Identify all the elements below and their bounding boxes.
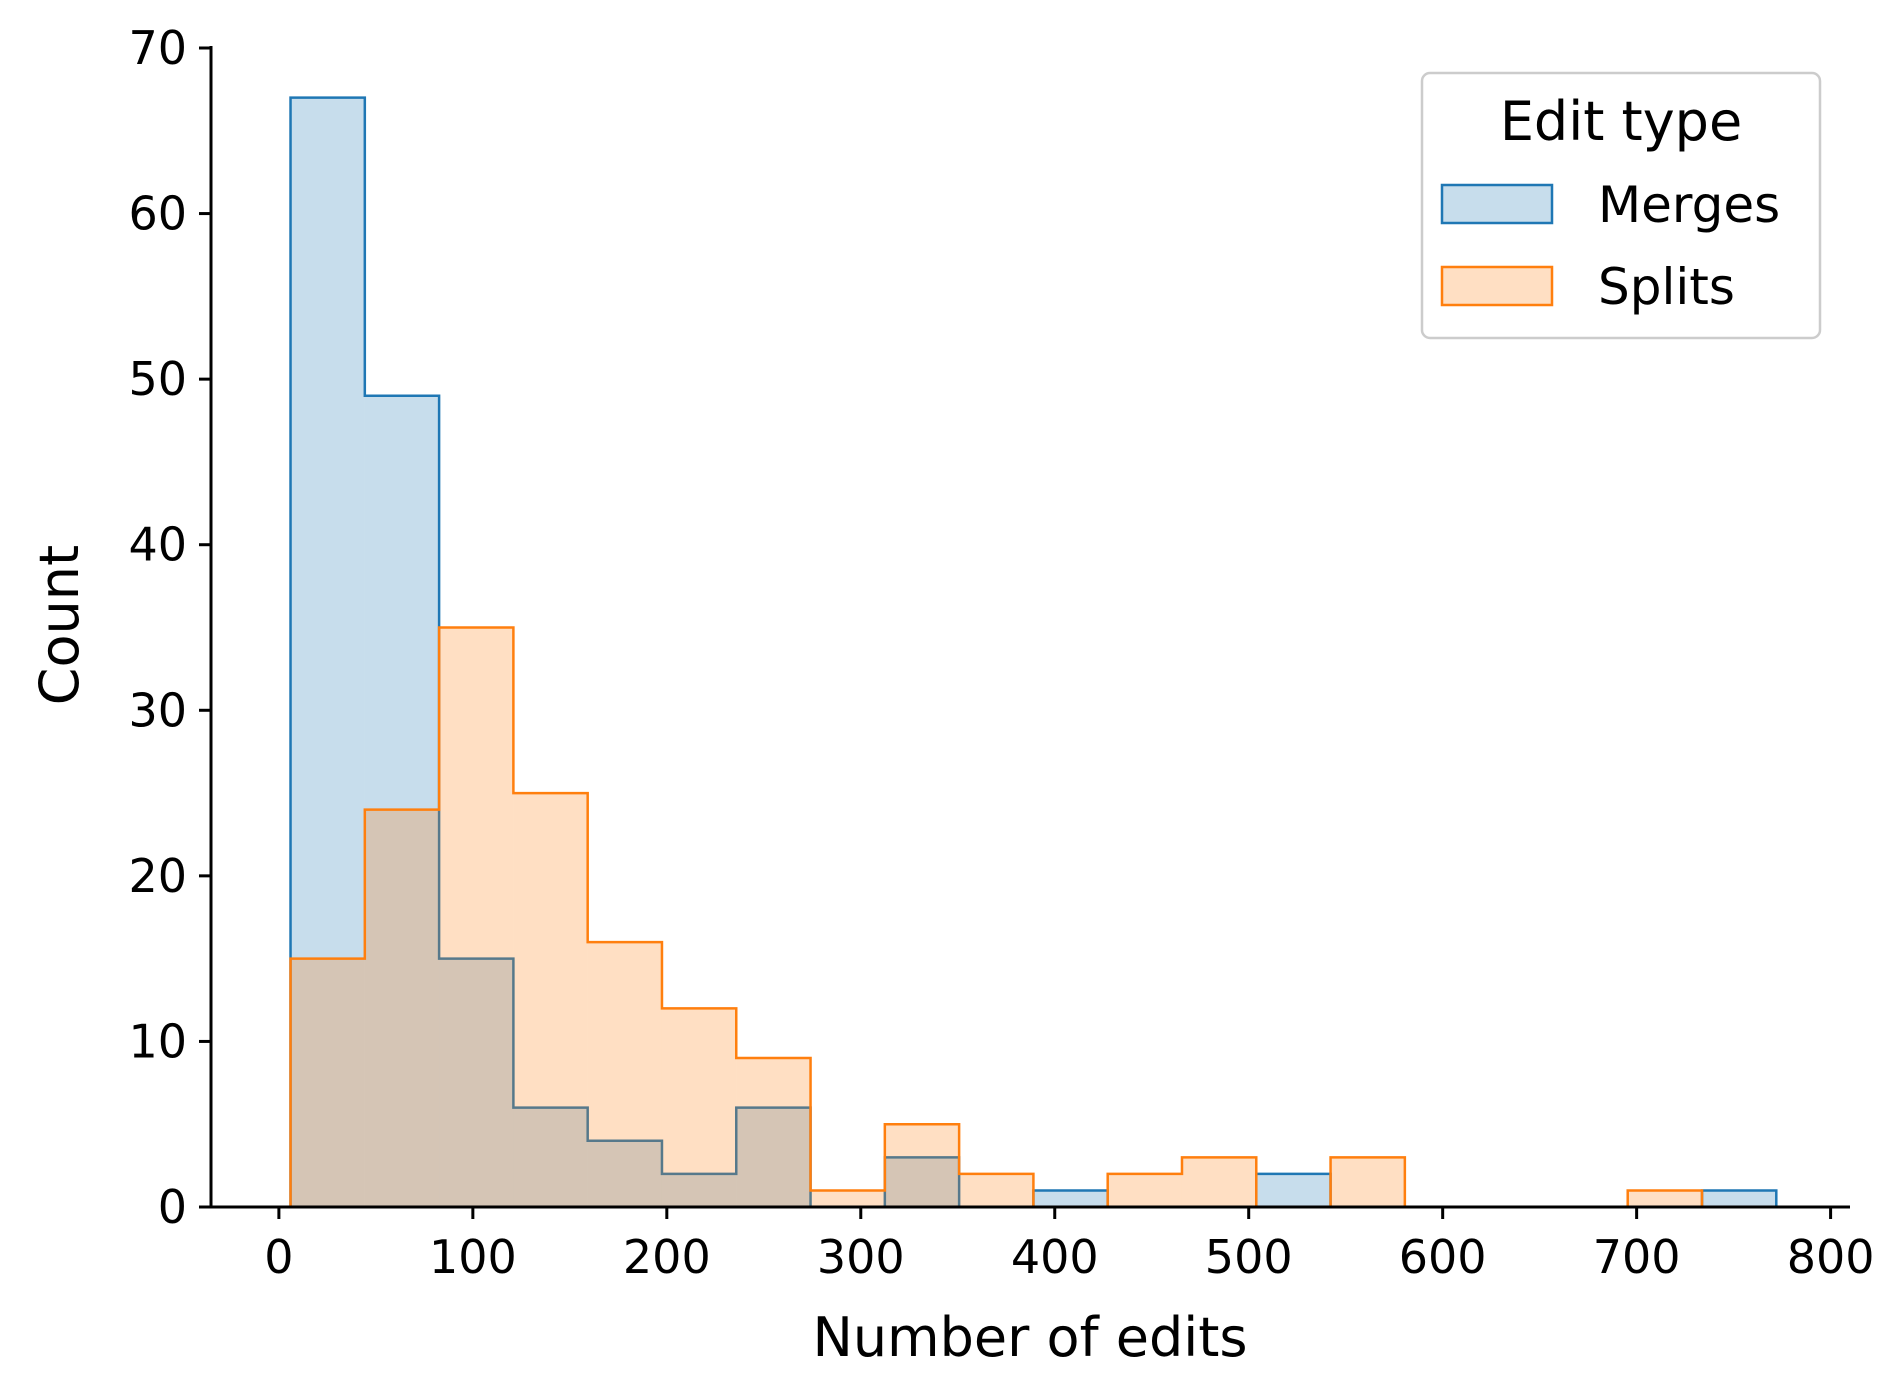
y-ticks: 0 10 20 30 40 50 60 70	[128, 21, 211, 1234]
plot-area	[289, 96, 1778, 1209]
x-ticks: 0 100 200 300 400 500 600 700 800	[264, 1207, 1875, 1284]
y-tick-label: 10	[128, 1014, 187, 1068]
x-tick-label: 200	[623, 1230, 711, 1284]
bar-splits	[290, 958, 365, 1207]
bar-merges	[587, 1140, 662, 1207]
bar-splits	[587, 942, 662, 1207]
bar-splits	[1330, 1157, 1405, 1207]
bar-splits	[661, 1008, 737, 1207]
y-axis-title: Count	[28, 545, 91, 705]
bar-merges	[736, 1107, 811, 1207]
y-tick-label: 40	[128, 518, 187, 572]
x-tick-label: 800	[1787, 1230, 1875, 1284]
legend: Edit type Merges Splits	[1420, 71, 1822, 340]
bar-splits	[736, 1057, 811, 1207]
x-tick-label: 300	[817, 1230, 905, 1284]
x-tick-label: 0	[264, 1230, 293, 1284]
bar-merges	[439, 958, 514, 1207]
bar-splits	[959, 1173, 1034, 1207]
legend-frame	[1420, 71, 1822, 340]
x-tick-label: 600	[1399, 1230, 1487, 1284]
series-splits	[289, 626, 1777, 1209]
y-tick-label: 60	[128, 187, 187, 241]
bar-splits	[1107, 1173, 1182, 1207]
bar-splits	[884, 1124, 960, 1207]
y-tick-label: 50	[128, 352, 187, 406]
bar-merges	[1256, 1173, 1331, 1207]
bar-merges	[290, 97, 365, 1208]
x-tick-label: 400	[1011, 1230, 1099, 1284]
y-tick-label: 0	[158, 1180, 187, 1234]
y-tick-label: 70	[128, 21, 187, 75]
x-axis-title: Number of edits	[812, 1306, 1247, 1369]
bar-merges	[1033, 1190, 1108, 1207]
legend-label-merges: Merges	[1598, 176, 1780, 234]
bar-splits	[513, 793, 588, 1207]
bar-splits	[439, 627, 514, 1207]
legend-swatch-splits	[1440, 265, 1554, 307]
bar-splits	[1181, 1157, 1257, 1207]
legend-title: Edit type	[1500, 90, 1742, 153]
bar-splits	[810, 1190, 885, 1207]
x-tick-label: 700	[1593, 1230, 1681, 1284]
bar-merges	[661, 1173, 737, 1207]
legend-label-splits: Splits	[1598, 258, 1735, 316]
x-tick-label: 100	[429, 1230, 517, 1284]
bar-splits	[1627, 1190, 1703, 1207]
axes: 0 100 200 300 400 500 600 700 800 0 10 20 30 40 50 60 7…	[28, 21, 1875, 1369]
x-tick-label: 500	[1205, 1230, 1293, 1284]
bar-merges	[884, 1157, 960, 1207]
series-merges	[289, 96, 1778, 1209]
y-tick-label: 20	[128, 849, 187, 903]
y-tick-label: 30	[128, 683, 187, 737]
bar-merges	[513, 1107, 588, 1207]
legend-swatch-merges	[1440, 183, 1554, 225]
bar-merges	[1702, 1190, 1777, 1207]
bar-merges	[364, 395, 440, 1207]
bar-splits	[364, 809, 440, 1207]
